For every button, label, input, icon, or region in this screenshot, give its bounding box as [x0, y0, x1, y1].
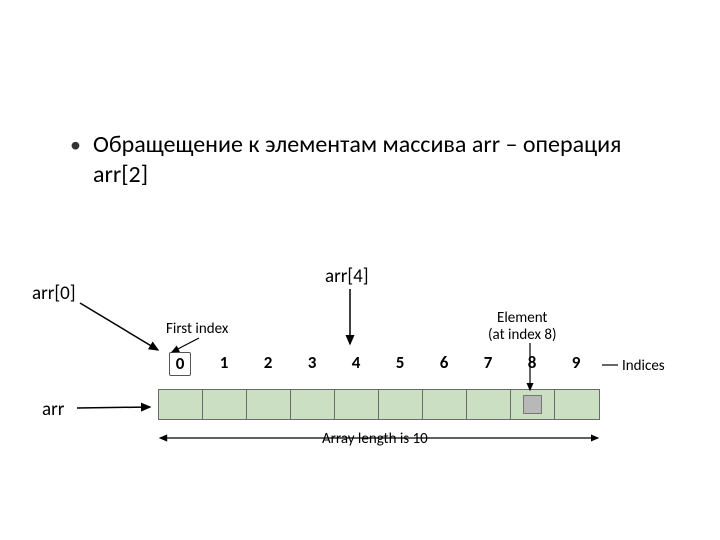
array-cell: [511, 390, 555, 419]
index-cell: 3: [290, 352, 334, 376]
array-cell: [467, 390, 511, 419]
array-cell: [203, 390, 247, 419]
indices-row: 0 1 2 3 4 5 6 7 8 9: [158, 352, 598, 376]
annotation-arr: arr: [42, 398, 64, 421]
array-cell: [335, 390, 379, 419]
array-diagram: First index Element (at index 8) Indices…: [130, 290, 690, 460]
index-cell: 1: [202, 352, 246, 376]
index-cell: 6: [422, 352, 466, 376]
array-cell: [159, 390, 203, 419]
array-cell: [247, 390, 291, 419]
label-indices: Indices: [622, 357, 665, 375]
label-element: Element (at index 8): [488, 310, 557, 345]
index-value: 3: [308, 352, 317, 373]
index-cell: 5: [378, 352, 422, 376]
label-first-index: First index: [166, 320, 228, 338]
index-cell: 7: [466, 352, 510, 376]
index-value: 8: [528, 352, 537, 373]
index-value: 1: [220, 352, 229, 373]
index-cell: 8: [510, 352, 554, 376]
index-value: 5: [396, 352, 405, 373]
index-value: 4: [352, 352, 361, 373]
bullet-dot-icon: •: [70, 134, 81, 156]
index-cell: 9: [554, 352, 598, 376]
bullet-item: • Обращещение к элементам массива arr – …: [70, 130, 680, 190]
index-value: 0: [169, 352, 191, 376]
index-value: 6: [440, 352, 449, 373]
annotation-arr0: arr[0]: [32, 282, 76, 305]
length-label: Array length is 10: [322, 430, 428, 448]
bullet-list: • Обращещение к элементам массива arr – …: [70, 130, 680, 190]
array-cell: [423, 390, 467, 419]
index-cell: 4: [334, 352, 378, 376]
bullet-text: Обращещение к элементам массива arr – оп…: [93, 130, 680, 190]
annotation-arr4: arr[4]: [325, 265, 369, 288]
array-cell: [379, 390, 423, 419]
label-element-line2: (at index 8): [488, 326, 557, 344]
index-cell: 0: [158, 352, 202, 376]
index-value: 7: [484, 352, 493, 373]
array-cells-row: [158, 389, 600, 420]
label-element-line1: Element: [497, 309, 547, 327]
index-value: 9: [572, 352, 581, 373]
array-cell: [555, 390, 599, 419]
array-cell: [291, 390, 335, 419]
index-value: 2: [264, 352, 273, 373]
index-cell: 2: [246, 352, 290, 376]
element-marker: [523, 395, 542, 414]
